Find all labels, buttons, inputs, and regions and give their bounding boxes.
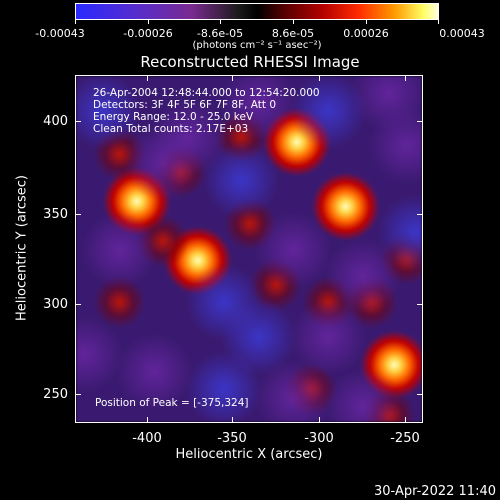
colorbar-tick-label: 0.00043 (439, 27, 485, 40)
colorbar-tick (366, 20, 367, 24)
x-tick-mark (147, 417, 148, 423)
x-tick-label: -350 (217, 431, 247, 446)
colorbar (75, 3, 439, 20)
colorbar-tick (220, 20, 221, 24)
colorbar-tick-label: -0.00026 (123, 27, 173, 40)
colorbar-tick (148, 20, 149, 24)
colorbar-tick (438, 20, 439, 24)
y-tick-mark (75, 394, 81, 395)
y-tick-mark (75, 304, 81, 305)
info-total-counts: Clean Total counts: 2.17E+03 (93, 123, 249, 135)
colorbar-tick-label: 0.00026 (343, 27, 389, 40)
footer-date: 30-Apr-2022 11:40 (374, 484, 496, 499)
y-axis-label: Heliocentric Y (arcsec) (14, 175, 30, 321)
x-tick-mark (319, 75, 320, 81)
x-axis-label: Heliocentric X (arcsec) (175, 447, 323, 462)
y-tick-mark (417, 394, 423, 395)
x-tick-label: -300 (304, 431, 334, 446)
colorbar-tick-label: 8.6e-05 (271, 27, 315, 40)
colorbar-tick (293, 20, 294, 24)
colorbar-tick-label: -8.6e-05 (196, 27, 244, 40)
y-tick-label: 400 (43, 114, 68, 129)
info-time-range: 26-Apr-2004 12:48:44.000 to 12:54:20.000 (93, 87, 320, 99)
x-tick-mark (232, 75, 233, 81)
x-tick-label: -400 (132, 431, 162, 446)
y-tick-mark (417, 304, 423, 305)
y-tick-mark (75, 214, 81, 215)
x-tick-mark (232, 417, 233, 423)
x-tick-mark (405, 75, 406, 81)
colorbar-units: (photons cm⁻² s⁻¹ asec⁻²) (192, 40, 322, 51)
colorbar-tick-label: -0.00043 (35, 27, 85, 40)
x-tick-mark (319, 417, 320, 423)
y-tick-label: 350 (43, 207, 68, 222)
info-detectors: Detectors: 3F 4F 5F 6F 7F 8F, Att 0 (93, 99, 277, 111)
plot-title: Reconstructed RHESSI Image (140, 53, 360, 71)
y-tick-mark (417, 214, 423, 215)
y-tick-label: 250 (43, 387, 68, 402)
heatmap-image (76, 76, 422, 422)
y-tick-mark (417, 121, 423, 122)
info-energy-range: Energy Range: 12.0 - 25.0 keV (93, 111, 254, 123)
colorbar-tick (75, 20, 76, 24)
x-tick-mark (147, 75, 148, 81)
x-tick-label: -250 (390, 431, 420, 446)
x-tick-mark (405, 417, 406, 423)
y-tick-label: 300 (43, 297, 68, 312)
y-tick-mark (75, 121, 81, 122)
image-plot (75, 75, 423, 423)
peak-position: Position of Peak = [-375,324] (95, 397, 249, 409)
